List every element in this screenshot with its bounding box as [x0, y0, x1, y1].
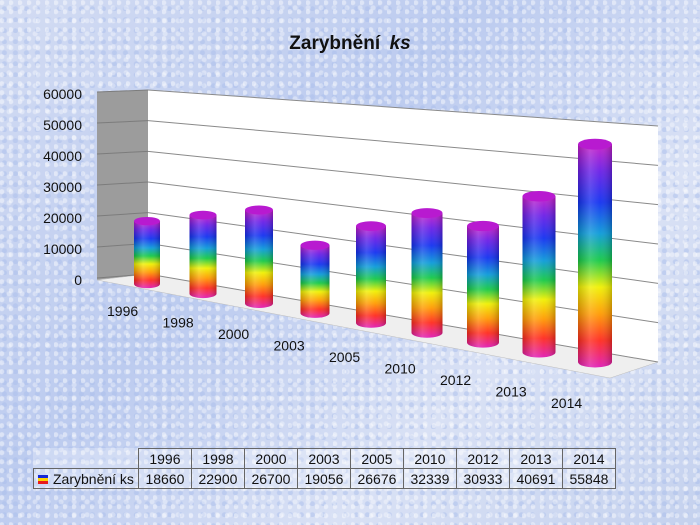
bar-shading — [467, 225, 499, 348]
bar-shading — [134, 221, 160, 289]
y-tick-label: 30000 — [43, 179, 82, 195]
y-tick-label: 50000 — [43, 117, 82, 133]
table-header-cell: 1996 — [137, 448, 192, 469]
bar-top — [300, 240, 330, 250]
bar — [467, 220, 499, 348]
grid-lines — [96, 89, 659, 363]
y-tick-label: 60000 — [43, 86, 82, 102]
side-grid-line — [96, 120, 149, 124]
data-table-row: Zarybnění ks 18660 22900 26700 19056 266… — [33, 468, 616, 489]
table-header-cell: 2000 — [243, 448, 298, 469]
table-value-cell: 40691 — [508, 468, 563, 489]
bar-shading — [411, 213, 443, 338]
bar — [411, 208, 443, 338]
bar-top — [134, 216, 160, 226]
x-axis: 1996 1998 2000 2003 2005 2010 2012 2013 2014 — [107, 303, 582, 411]
data-table-header-row: 1996 1998 2000 2003 2005 2010 2012 2013 … — [33, 448, 616, 469]
grid-line — [147, 212, 659, 284]
grid-line — [147, 89, 659, 127]
y-tick-label: 0 — [74, 272, 82, 288]
table-value-cell: 22900 — [190, 468, 245, 489]
bars — [134, 138, 612, 368]
table-header-cell: 1998 — [190, 448, 245, 469]
y-axis: 0 10000 20000 30000 40000 50000 60000 — [43, 86, 82, 288]
table-value-cell: 19056 — [296, 468, 351, 489]
table-value-cell: 55848 — [561, 468, 616, 489]
y-tick-label: 10000 — [43, 241, 82, 257]
bar — [356, 221, 386, 328]
table-value-cell: 32339 — [402, 468, 457, 489]
bar — [300, 240, 330, 318]
bar — [189, 210, 217, 299]
legend-key-icon — [38, 475, 48, 485]
bar-shading — [578, 144, 612, 368]
bar-top — [356, 221, 386, 231]
bar-shading — [300, 245, 330, 318]
chart-title-text: Zarybnění — [289, 33, 381, 54]
x-tick-label: 2014 — [551, 395, 582, 411]
side-grid-line — [96, 89, 149, 93]
side-grid-line — [96, 212, 149, 217]
bar-top — [411, 208, 443, 219]
data-table-corner — [33, 448, 139, 469]
x-tick-label: 2010 — [385, 361, 416, 377]
grid-line — [147, 150, 659, 206]
data-table: 1996 1998 2000 2003 2005 2010 2012 2013 … — [33, 448, 616, 489]
grid-line — [147, 242, 659, 324]
grid-line — [147, 181, 659, 245]
grid-line — [147, 120, 659, 166]
bar — [134, 216, 160, 289]
y-tick-label: 20000 — [43, 210, 82, 226]
x-tick-label: 1996 — [107, 303, 138, 319]
bar-shading — [245, 209, 273, 308]
series-label: Zarybnění ks — [53, 470, 134, 487]
bar-top — [245, 205, 273, 215]
x-tick-label: 2005 — [329, 349, 360, 365]
bar — [245, 205, 273, 308]
x-tick-label: 1998 — [163, 315, 194, 331]
bar — [578, 138, 612, 368]
x-tick-label: 2000 — [218, 326, 249, 342]
x-tick-label: 2003 — [274, 338, 305, 354]
series-label-cell: Zarybnění ks — [33, 468, 139, 489]
chart: Zarybnění ks 0 10000 20000 30000 40000 50000 6… — [43, 33, 659, 411]
table-header-cell: 2010 — [402, 448, 457, 469]
table-header-cell: 2013 — [508, 448, 563, 469]
chart-title: Zarybnění ks — [289, 33, 410, 54]
x-tick-label: 2012 — [440, 372, 471, 388]
bar-shading — [522, 196, 556, 358]
bar-top — [522, 190, 556, 202]
table-value-cell: 26700 — [243, 468, 298, 489]
bar-top — [578, 138, 612, 150]
table-value-cell: 30933 — [455, 468, 510, 489]
bar-top — [467, 220, 499, 232]
table-header-cell: 2012 — [455, 448, 510, 469]
side-grid-line — [96, 181, 149, 186]
chart-title-unit: ks — [390, 33, 411, 54]
bar-shading — [189, 215, 217, 299]
table-header-cell: 2014 — [561, 448, 616, 469]
x-tick-label: 2013 — [496, 384, 527, 400]
bar-top — [189, 210, 217, 220]
table-header-cell: 2003 — [296, 448, 351, 469]
grid-line — [147, 273, 659, 363]
table-value-cell: 26676 — [349, 468, 404, 489]
side-grid-line — [96, 150, 149, 155]
table-header-cell: 2005 — [349, 448, 404, 469]
bar-shading — [356, 226, 386, 328]
bar — [522, 190, 556, 358]
table-value-cell: 18660 — [137, 468, 192, 489]
y-tick-label: 40000 — [43, 148, 82, 164]
